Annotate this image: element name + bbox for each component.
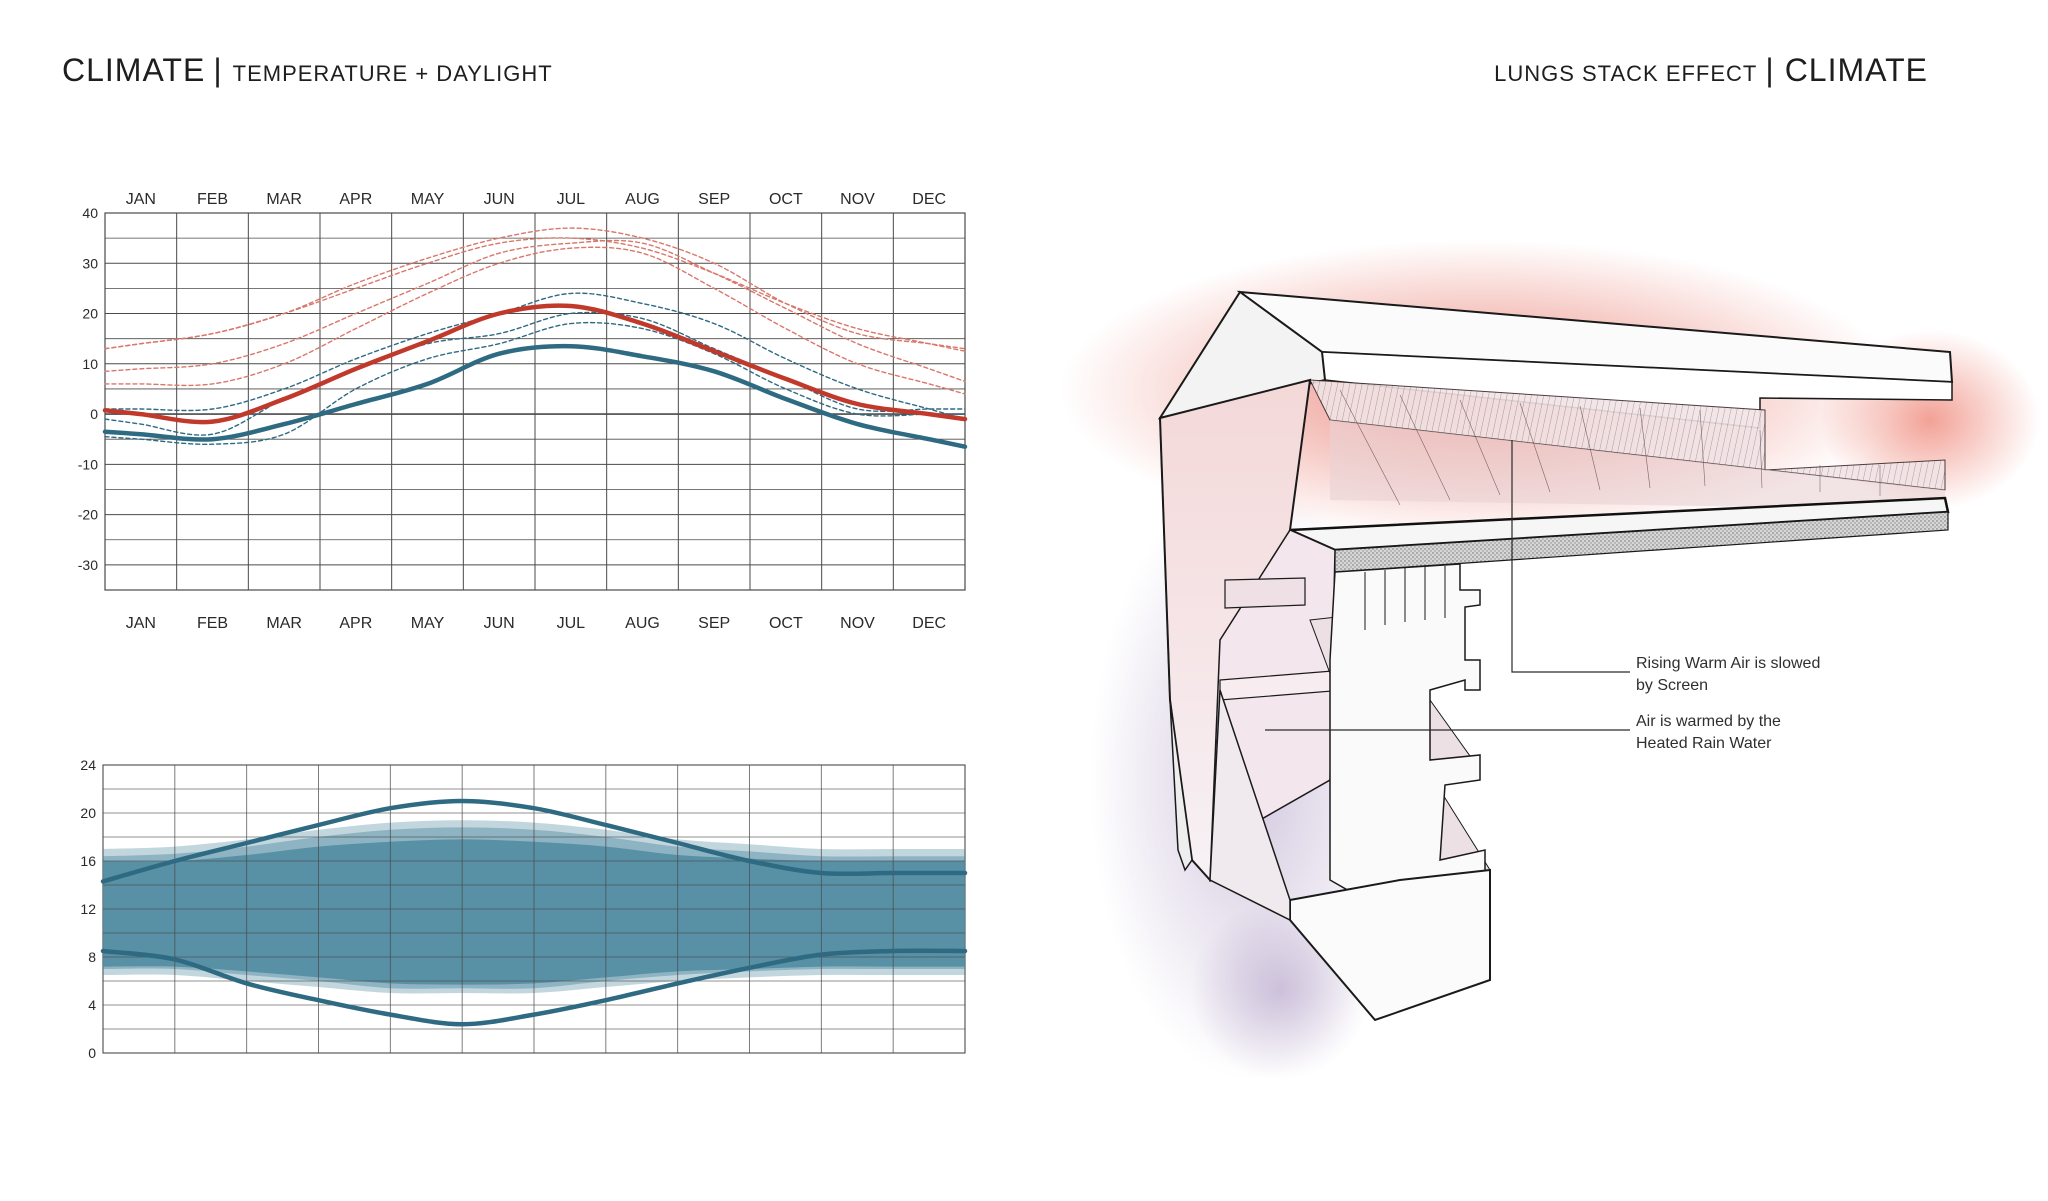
dashed-blue-series-line xyxy=(104,292,966,420)
month-label-bottom: JAN xyxy=(126,615,156,632)
support-column-side xyxy=(1209,689,1291,922)
month-label-bottom: DEC xyxy=(912,615,946,632)
temperature-grid xyxy=(104,212,966,591)
month-label-top: MAR xyxy=(266,191,302,208)
section-subtitle: LUNGS STACK EFFECT xyxy=(1494,61,1758,86)
daylight-y-tick: 24 xyxy=(80,757,96,773)
temperature-y-tick: 30 xyxy=(82,255,98,271)
month-label-top: MAY xyxy=(411,191,445,208)
month-label-bottom: OCT xyxy=(769,615,803,632)
month-label-top: FEB xyxy=(197,191,228,208)
annotation-2-line-1: Air is warmed by the xyxy=(1636,713,1781,730)
month-label-bottom: FEB xyxy=(197,615,228,632)
month-label-top: AUG xyxy=(625,191,660,208)
section-title: CLIMATE xyxy=(1784,52,1928,88)
month-label-top: DEC xyxy=(912,191,946,208)
header-right: LUNGS STACK EFFECT | CLIMATE xyxy=(1494,52,1928,89)
month-label-bottom: MAY xyxy=(411,615,445,632)
dashed-red-series-line xyxy=(104,239,966,383)
month-label-top: JUN xyxy=(484,191,515,208)
month-label-bottom: APR xyxy=(339,615,372,632)
daylight-chart: 24 20 16 12 8 4 0 xyxy=(80,757,968,1061)
page-title: CLIMATE xyxy=(62,52,206,88)
month-label-top: NOV xyxy=(840,191,875,208)
facade-frame xyxy=(1329,563,1486,921)
page-subtitle: TEMPERATURE + DAYLIGHT xyxy=(232,61,553,86)
daylight-y-tick: 12 xyxy=(80,901,96,917)
solid-blue-series-line xyxy=(102,343,968,449)
annotation-1-line-1: Rising Warm Air is slowed xyxy=(1636,655,1820,672)
solid-red-series-line xyxy=(102,303,968,425)
ceiling-screen-lower xyxy=(1330,420,1945,510)
daylight-series-line xyxy=(100,948,968,1027)
daylight-y-tick: 0 xyxy=(88,1045,96,1061)
temperature-y-tick: -20 xyxy=(78,507,98,523)
month-label-bottom: JUN xyxy=(484,615,515,632)
daylight-y-tick: 8 xyxy=(88,949,96,965)
month-label-top: JUL xyxy=(557,191,586,208)
dashed-red-series-line xyxy=(104,227,966,350)
daylight-y-tick: 16 xyxy=(80,853,96,869)
leader-line-1 xyxy=(1511,440,1630,673)
month-label-bottom: NOV xyxy=(840,615,875,632)
month-label-top: SEP xyxy=(698,191,730,208)
temperature-y-tick: 40 xyxy=(82,205,98,221)
month-label-bottom: SEP xyxy=(698,615,730,632)
month-label-top: OCT xyxy=(769,191,803,208)
header-divider-right: | xyxy=(1765,52,1775,88)
month-label-bottom: AUG xyxy=(625,615,660,632)
temperature-y-tick: 10 xyxy=(82,356,98,372)
dashed-blue-series-line xyxy=(104,321,966,446)
month-label-bottom: JUL xyxy=(557,615,586,632)
annotation-1-line-2: by Screen xyxy=(1636,677,1708,694)
month-label-top: JAN xyxy=(126,191,156,208)
mullions xyxy=(1364,566,1446,630)
wall-edge xyxy=(1159,417,1193,872)
temperature-y-tick: -30 xyxy=(78,557,98,573)
header-left: CLIMATE | TEMPERATURE + DAYLIGHT xyxy=(62,52,553,89)
stack-effect-diagram: Rising Warm Air is slowed by Screen Air … xyxy=(1060,240,2040,1080)
daylight-y-tick: 20 xyxy=(80,805,96,821)
temperature-y-tick: 0 xyxy=(90,406,98,422)
tray-upper xyxy=(1224,577,1306,609)
temperature-y-tick: -10 xyxy=(78,456,98,472)
annotation-2-line-2: Heated Rain Water xyxy=(1636,735,1772,752)
dashed-blue-series-line xyxy=(104,311,966,436)
header-divider: | xyxy=(213,52,223,88)
screen-slat-lines xyxy=(1339,389,1881,506)
dashed-red-series-line xyxy=(104,246,966,395)
daylight-y-tick: 4 xyxy=(88,997,96,1013)
temperature-y-tick: 20 xyxy=(82,306,98,322)
month-label-top: APR xyxy=(339,191,372,208)
temperature-chart: JAN JAN FEB FEB MAR MAR APR APR MAY MAY JUN JUN JUL J… xyxy=(78,191,968,632)
month-label-bottom: MAR xyxy=(266,615,302,632)
daylight-series-line xyxy=(100,798,968,884)
